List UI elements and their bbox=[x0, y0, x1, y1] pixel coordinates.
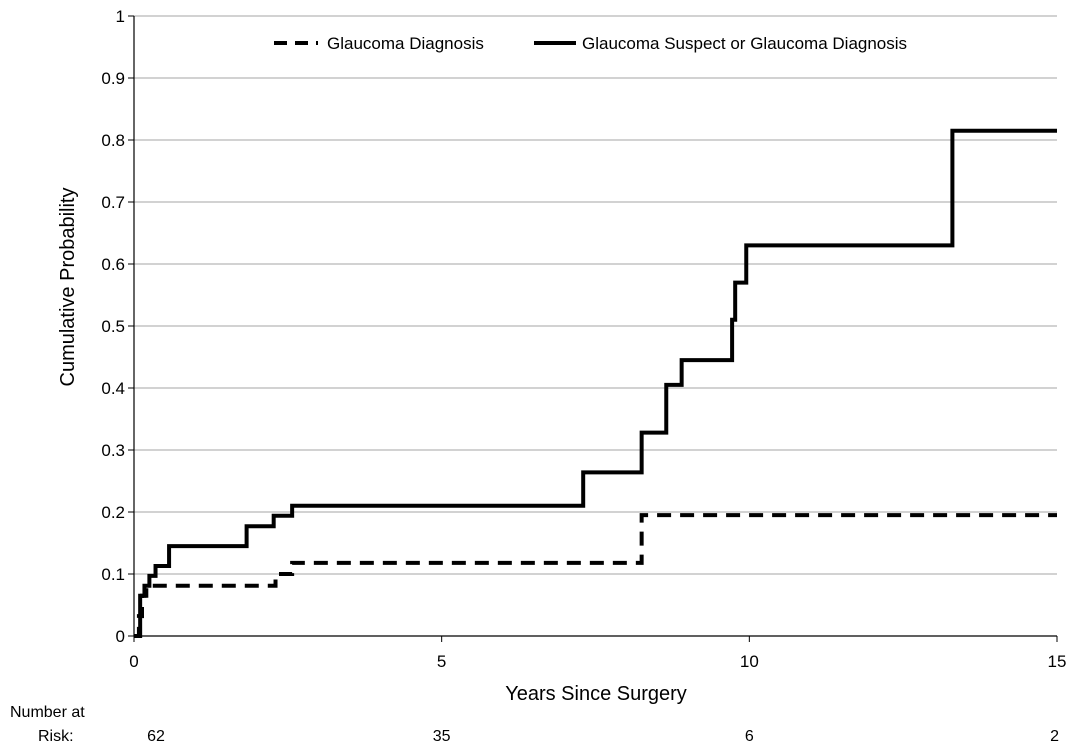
y-tick-label-6: 0.6 bbox=[101, 255, 125, 274]
risk-value-3: 2 bbox=[1050, 728, 1059, 745]
risk-value-1: 35 bbox=[433, 728, 451, 745]
y-tick-label-2: 0.2 bbox=[101, 503, 125, 522]
risk-table-label-line2: Risk: bbox=[38, 728, 74, 745]
x-tick-label-0: 0 bbox=[129, 652, 138, 671]
y-tick-label-3: 0.3 bbox=[101, 441, 125, 460]
series-lines bbox=[134, 128, 1057, 638]
risk-value-0: 62 bbox=[147, 728, 165, 745]
legend: Glaucoma Diagnosis Glaucoma Suspect or G… bbox=[274, 34, 907, 53]
y-axis-title: Cumulative Probability bbox=[57, 188, 79, 387]
x-tick-label-1: 5 bbox=[437, 652, 446, 671]
risk-table-label-line1: Number at bbox=[10, 704, 85, 721]
y-tick-label-1: 0.1 bbox=[101, 565, 125, 584]
series-line-glaucoma-diagnosis bbox=[134, 513, 1057, 638]
y-tick-label-4: 0.4 bbox=[101, 379, 125, 398]
y-axis-ticks: 0 0.1 0.2 0.3 0.4 0.5 0.6 0.7 0.8 0.9 1 bbox=[101, 7, 134, 646]
series-line-suspect-or-diagnosis bbox=[134, 128, 1057, 638]
legend-label-glaucoma-diagnosis: Glaucoma Diagnosis bbox=[327, 34, 484, 53]
y-tick-label-7: 0.7 bbox=[101, 193, 125, 212]
x-axis-ticks: 0 5 10 15 bbox=[129, 636, 1066, 671]
y-tick-label-8: 0.8 bbox=[101, 131, 125, 150]
y-tick-label-9: 0.9 bbox=[101, 69, 125, 88]
x-tick-label-2: 10 bbox=[740, 652, 759, 671]
risk-values: 62 35 6 2 bbox=[147, 728, 1059, 745]
number-at-risk-table: Number at Risk: 62 35 6 2 bbox=[10, 704, 1059, 745]
horizontal-gridlines bbox=[134, 15, 1057, 575]
x-tick-label-3: 15 bbox=[1048, 652, 1067, 671]
risk-value-2: 6 bbox=[745, 728, 754, 745]
y-tick-label-10: 1 bbox=[116, 7, 125, 26]
y-tick-label-0: 0 bbox=[116, 627, 125, 646]
x-axis-title: Years Since Surgery bbox=[505, 683, 687, 705]
legend-label-suspect-or-diagnosis: Glaucoma Suspect or Glaucoma Diagnosis bbox=[582, 34, 907, 53]
y-tick-label-5: 0.5 bbox=[101, 317, 125, 336]
